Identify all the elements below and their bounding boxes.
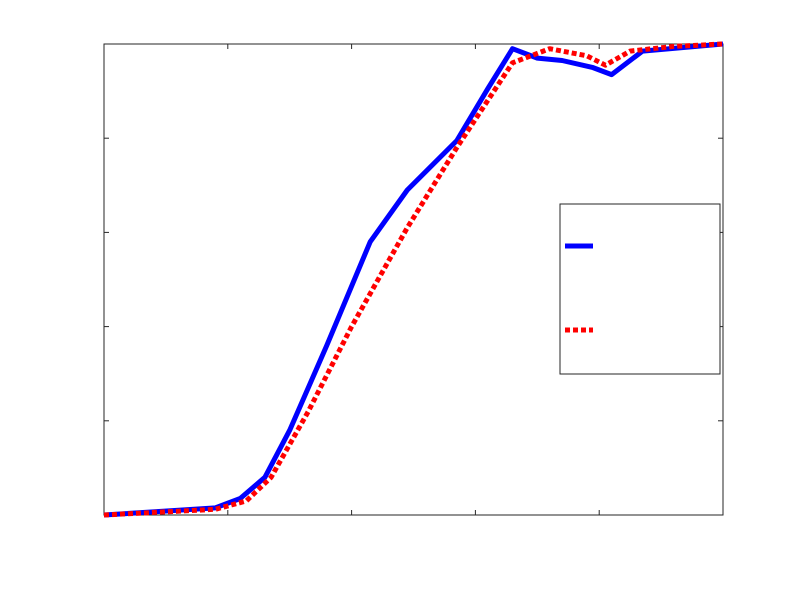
legend-box <box>559 203 721 375</box>
series-line-2 <box>103 41 724 518</box>
series-layer <box>103 41 724 518</box>
legend <box>559 203 721 375</box>
series-line-1 <box>103 41 724 518</box>
